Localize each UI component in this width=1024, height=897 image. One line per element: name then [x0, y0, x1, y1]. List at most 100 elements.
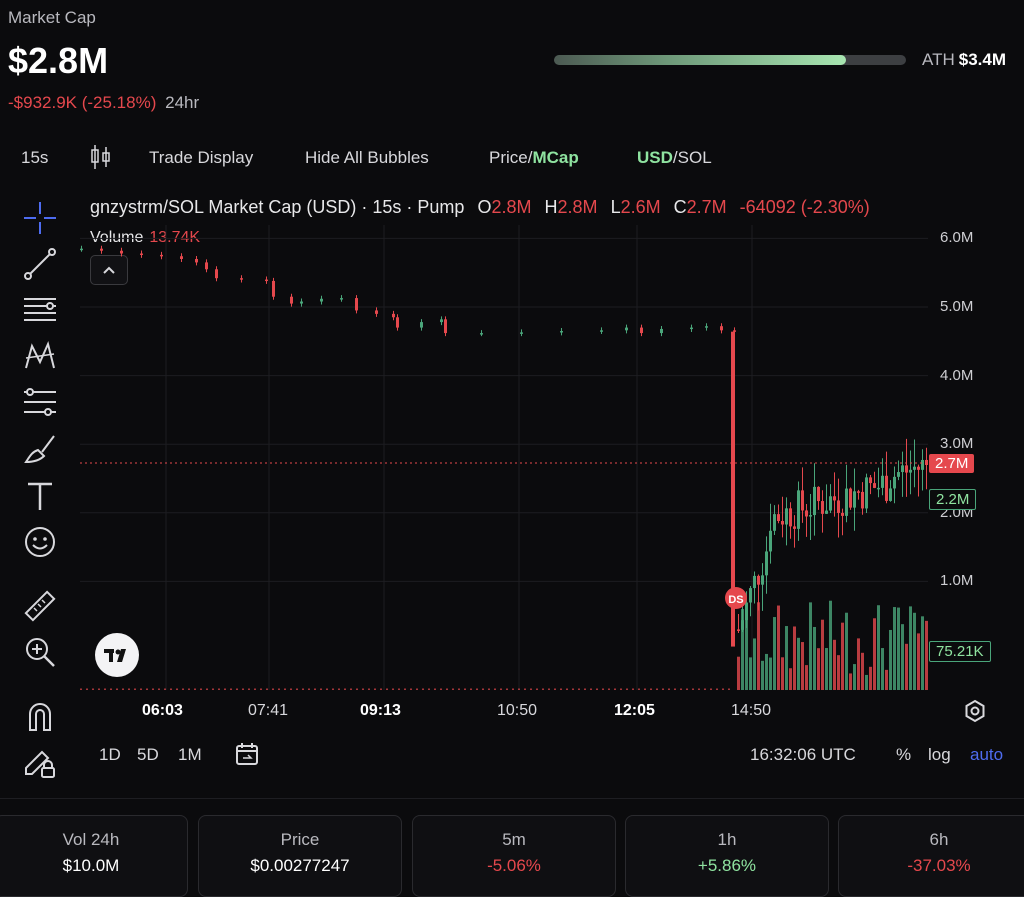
emoji-icon[interactable] [22, 524, 58, 560]
volume-bar [206, 688, 208, 690]
volume-bar [578, 688, 580, 690]
candle-body [440, 319, 443, 323]
volume-bar [152, 688, 154, 690]
volume-bar [464, 688, 466, 690]
volume-bar [248, 688, 250, 690]
usd-sol-toggle[interactable]: USD/SOL [637, 148, 712, 168]
stats-row: Vol 24h $10.0M Price $0.00277247 5m -5.0… [0, 815, 1024, 897]
volume-bar [524, 688, 526, 690]
volume-bar [344, 688, 346, 690]
volume-bar [290, 688, 292, 690]
lock-drawings-icon[interactable] [22, 744, 58, 780]
volume-bar [777, 605, 780, 690]
candle-body [392, 313, 395, 318]
mcap-option: MCap [532, 148, 579, 167]
volume-bar [212, 688, 214, 690]
change-period: 24hr [165, 93, 200, 112]
collapse-legend-button[interactable] [90, 255, 128, 285]
candle-body [180, 256, 183, 259]
volume-bar [404, 688, 406, 690]
high-value: 2.8M [557, 197, 598, 217]
auto-scale-toggle[interactable]: auto [970, 745, 1004, 764]
volume-bar [722, 688, 724, 690]
candle-body [80, 248, 83, 251]
other-price-tag: 2.2M [929, 489, 977, 510]
crash-candle [731, 331, 735, 647]
candle-body [560, 331, 563, 333]
candle-body [520, 332, 523, 334]
volume-bar [194, 688, 196, 690]
interval-selector[interactable]: 15s [21, 148, 49, 167]
volume-bar [296, 688, 298, 690]
candle-body [215, 269, 218, 279]
ruler-icon[interactable] [22, 588, 58, 624]
range-1m[interactable]: 1M [178, 745, 202, 764]
volume-bar [897, 607, 900, 690]
crosshair-icon[interactable] [22, 200, 58, 236]
candle-body [821, 501, 824, 514]
volume-bar [829, 600, 832, 690]
horizontal-lines-icon[interactable] [22, 292, 58, 328]
volume-bar [881, 648, 884, 690]
candle-body [769, 530, 772, 552]
volume-bar [182, 688, 184, 690]
volume-bar [278, 688, 280, 690]
volume-bar [728, 688, 730, 690]
volume-bar [308, 688, 310, 690]
candle-body [420, 322, 423, 328]
candle-body [853, 491, 856, 508]
range-5d[interactable]: 5D [137, 745, 159, 764]
volume-bar [350, 688, 352, 690]
candle-body [300, 301, 303, 304]
hide-bubbles-button[interactable]: Hide All Bubbles [305, 148, 429, 167]
tradingview-logo[interactable] [95, 633, 139, 677]
volume-bar [92, 688, 94, 690]
brush-icon[interactable] [22, 430, 58, 466]
magnet-icon[interactable] [22, 698, 58, 734]
volume-bar [416, 688, 418, 690]
volume-bar [781, 657, 784, 690]
volume-bar [254, 688, 256, 690]
candle-body [825, 510, 828, 514]
candle-body [745, 602, 748, 621]
chart-grid [80, 225, 928, 690]
percent-scale-toggle[interactable]: % [896, 745, 912, 764]
volume-bar [845, 612, 848, 690]
volume-bar [833, 639, 836, 690]
volume-bar [458, 688, 460, 690]
volume-bar [410, 688, 412, 690]
chart-bottom-bar: 1D 5D 1M 16:32:06 UTC % log auto [0, 735, 1024, 775]
price-mcap-toggle[interactable]: Price/MCap [489, 148, 579, 168]
volume-bar [789, 668, 792, 690]
fib-tool-icon[interactable] [22, 384, 58, 420]
candle-body [396, 317, 399, 328]
change-value: -64092 (-2.30%) [739, 197, 870, 217]
zoom-in-icon[interactable] [22, 634, 58, 670]
candle-body [901, 465, 904, 473]
utc-clock[interactable]: 16:32:06 UTC [750, 745, 856, 764]
trend-line-icon[interactable] [22, 246, 58, 282]
range-1d[interactable]: 1D [99, 745, 121, 764]
candle-body [737, 629, 740, 631]
candlestick-type-icon[interactable] [90, 144, 112, 170]
ath-progress-fill [554, 55, 847, 65]
volume-bar [566, 688, 568, 690]
date-range-icon[interactable] [234, 741, 260, 767]
pattern-tool-icon[interactable] [22, 338, 58, 374]
chart-legend: gnzystrm/SOL Market Cap (USD) · 15s · Pu… [90, 197, 870, 218]
candlestick-chart[interactable]: DS [0, 0, 1024, 873]
chart-settings-icon[interactable] [962, 698, 988, 724]
volume-bar [614, 688, 616, 690]
candle-body [905, 465, 908, 473]
stat-value: -37.03% [907, 856, 971, 875]
volume-bar [506, 688, 508, 690]
candle-body [917, 466, 920, 470]
candles [80, 245, 928, 647]
log-scale-toggle[interactable]: log [928, 745, 951, 764]
chevron-up-icon [103, 266, 115, 274]
volume-bar [452, 688, 454, 690]
volume-bar [482, 688, 484, 690]
trade-display-button[interactable]: Trade Display [149, 148, 254, 167]
volume-bar [242, 688, 244, 690]
text-tool-icon[interactable] [22, 478, 58, 514]
